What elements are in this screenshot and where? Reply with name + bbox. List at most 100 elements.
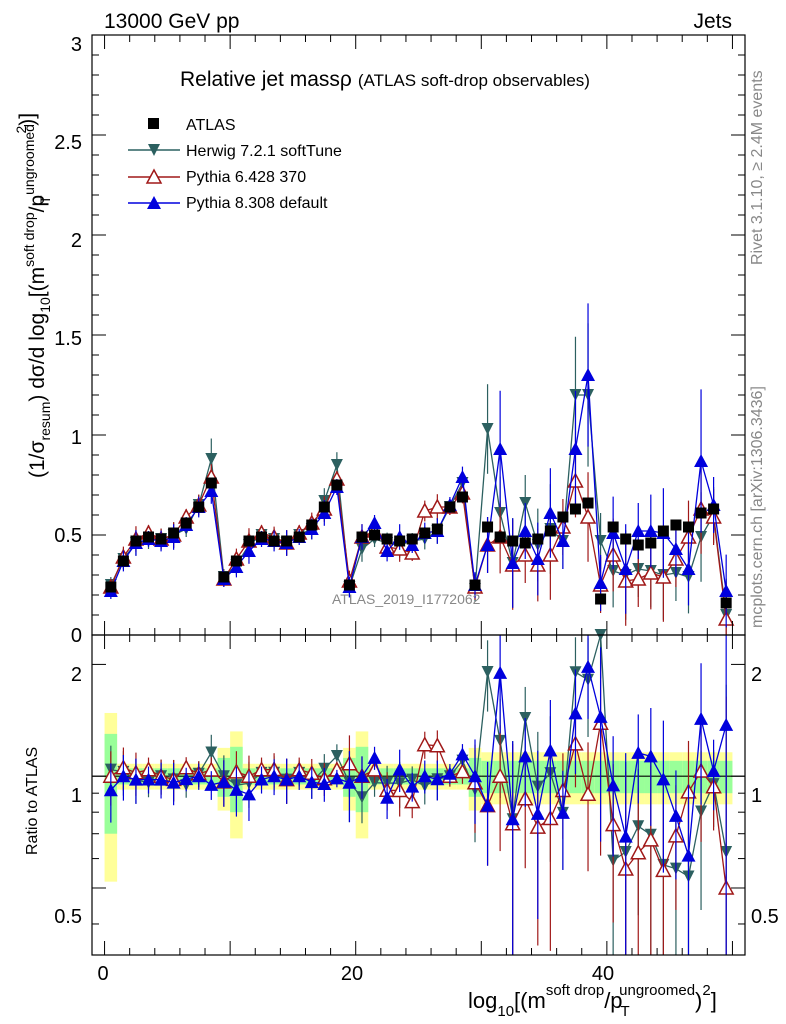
ratio-plot-series <box>102 629 735 955</box>
data-point <box>618 562 633 575</box>
ratio-point <box>581 659 596 673</box>
data-point <box>419 527 431 539</box>
ratio-point <box>555 805 570 819</box>
ratio-point <box>179 772 194 786</box>
ratio-point <box>606 778 621 792</box>
ratio-point <box>392 762 407 776</box>
legend-marker-atlas <box>148 118 159 129</box>
data-point <box>406 533 418 545</box>
data-point <box>581 368 596 381</box>
ratio-point <box>491 767 509 783</box>
ratio-point <box>579 785 597 802</box>
ratio-point <box>593 709 608 723</box>
data-point <box>620 533 632 545</box>
data-point <box>555 534 570 547</box>
ratio-point <box>429 737 446 753</box>
y-tick-label-1: 1 <box>71 427 82 449</box>
main-y-tick-labels: 0 0.5 1 1.5 2 2.5 3 <box>54 34 82 647</box>
ratio-point <box>694 711 709 725</box>
x-axis-label: log10[(msoft drop/pTungroomed)2] <box>468 982 717 1020</box>
ratio-point <box>416 736 434 752</box>
ratio-point <box>405 779 420 793</box>
data-point <box>293 531 305 543</box>
data-point <box>482 521 494 533</box>
data-point <box>381 533 393 545</box>
data-point <box>668 542 683 555</box>
data-point <box>243 535 255 547</box>
data-point <box>241 544 256 557</box>
data-point <box>306 519 318 531</box>
data-point <box>720 597 732 609</box>
ratio-point <box>430 772 445 786</box>
data-point <box>568 442 583 455</box>
energy-label: 13000 GeV pp <box>104 10 239 33</box>
data-point <box>456 491 468 503</box>
data-point <box>455 470 470 483</box>
ratio-tick-1-left: 1 <box>71 785 82 807</box>
rivet-info: Rivet 3.1.10, ≥ 2.4M events <box>749 70 766 265</box>
data-point <box>530 552 545 565</box>
data-point <box>429 498 446 514</box>
data-point <box>444 501 456 513</box>
data-point <box>331 479 343 491</box>
data-point <box>557 511 569 523</box>
data-point <box>180 517 192 529</box>
ratio-point <box>493 665 508 679</box>
data-point <box>394 535 406 547</box>
data-point <box>431 523 443 535</box>
ratio-point <box>706 764 721 778</box>
data-point <box>230 555 242 567</box>
data-point <box>607 521 619 533</box>
y-tick-label-2: 2 <box>71 230 82 252</box>
data-point <box>569 503 581 515</box>
data-point <box>205 453 218 465</box>
data-point <box>117 555 129 567</box>
data-point <box>105 581 117 593</box>
category-label: Jets <box>693 10 732 33</box>
ratio-point <box>317 776 332 790</box>
data-point <box>579 508 597 524</box>
ratio-point <box>229 782 244 796</box>
data-point <box>632 539 644 551</box>
ratio-point <box>367 750 382 764</box>
data-point <box>657 525 669 537</box>
ratio-point <box>468 769 483 783</box>
data-point <box>204 484 219 497</box>
data-point <box>708 503 720 515</box>
y-tick-label-1.5: 1.5 <box>54 328 82 350</box>
legend-label-atlas: ATLAS <box>186 117 236 134</box>
ratio-point <box>304 775 319 789</box>
ratio-tick-1-right: 1 <box>751 785 762 807</box>
ratio-point <box>342 775 357 789</box>
ratio-point <box>454 763 471 779</box>
x-tick-label-40: 40 <box>592 963 614 985</box>
data-point <box>645 537 657 549</box>
ratio-point <box>480 798 495 812</box>
ratio-point <box>668 808 683 822</box>
data-point <box>532 533 544 545</box>
x-tick-label-0: 0 <box>97 963 108 985</box>
ratio-point <box>128 772 143 786</box>
ratio-y-tick-labels: 0.5 1 2 0.5 1 2 <box>54 664 779 928</box>
data-point <box>507 535 519 547</box>
data-point <box>582 497 594 509</box>
data-point <box>719 584 734 597</box>
data-point <box>505 556 520 569</box>
ratio-point <box>481 666 494 679</box>
data-point <box>682 521 694 533</box>
ratio-point <box>530 806 545 820</box>
plot-title: Relative jet massρ (ATLAS soft-drop obser… <box>180 68 590 91</box>
main-y-axis-label: (1/σresum) dσ/d log10[(msoft drop/pungro… <box>13 113 53 478</box>
ratio-tick-0.5-left: 0.5 <box>54 906 82 928</box>
ratio-point <box>568 706 583 720</box>
data-point <box>356 531 368 543</box>
data-point <box>642 564 660 580</box>
data-point <box>494 531 506 543</box>
data-point <box>367 516 382 529</box>
data-point <box>130 535 142 547</box>
data-point <box>281 535 293 547</box>
ratio-point <box>141 772 156 786</box>
ratio-point <box>643 749 658 763</box>
data-point <box>493 442 508 455</box>
legend-marker-pythia6 <box>145 168 163 184</box>
